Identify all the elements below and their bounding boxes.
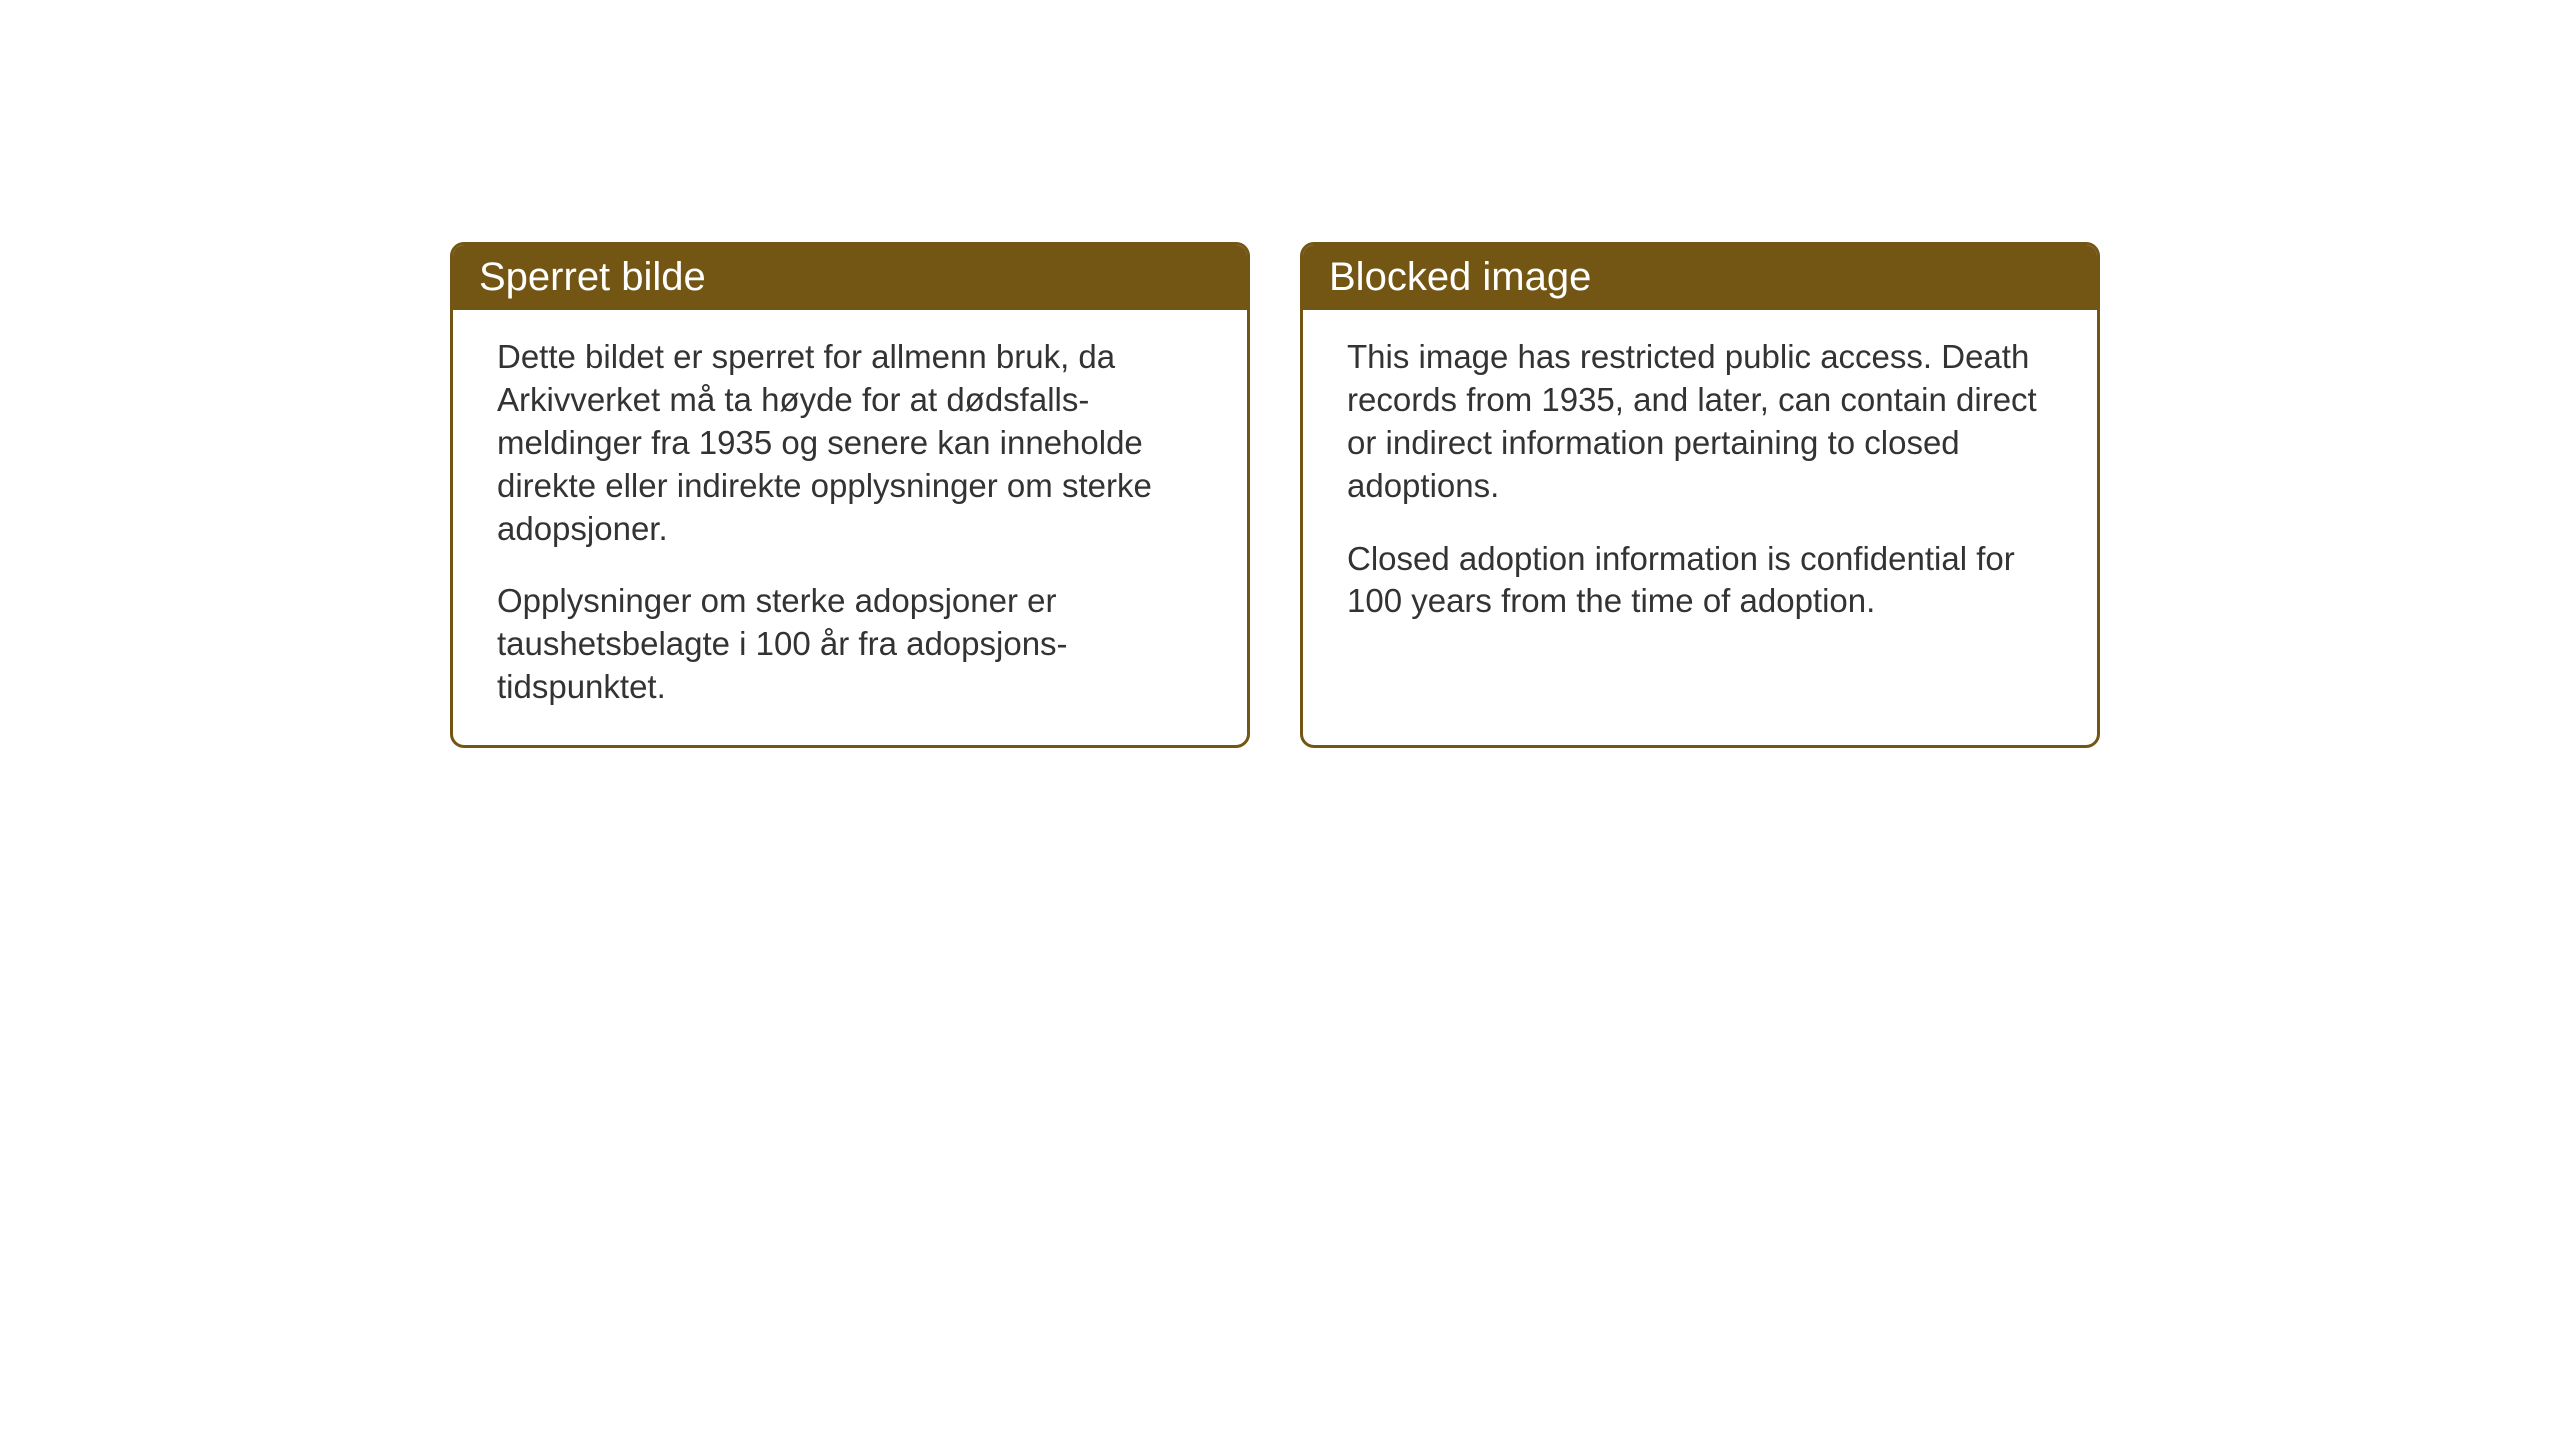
notice-body-norwegian: Dette bildet er sperret for allmenn bruk… bbox=[453, 310, 1247, 745]
notice-header-norwegian: Sperret bilde bbox=[453, 245, 1247, 310]
notice-card-norwegian: Sperret bilde Dette bildet er sperret fo… bbox=[450, 242, 1250, 748]
notice-paragraph-2-english: Closed adoption information is confident… bbox=[1347, 538, 2053, 624]
notice-body-english: This image has restricted public access.… bbox=[1303, 310, 2097, 659]
notice-container: Sperret bilde Dette bildet er sperret fo… bbox=[450, 242, 2100, 748]
notice-card-english: Blocked image This image has restricted … bbox=[1300, 242, 2100, 748]
notice-paragraph-1-norwegian: Dette bildet er sperret for allmenn bruk… bbox=[497, 336, 1203, 550]
notice-paragraph-1-english: This image has restricted public access.… bbox=[1347, 336, 2053, 508]
notice-header-english: Blocked image bbox=[1303, 245, 2097, 310]
notice-paragraph-2-norwegian: Opplysninger om sterke adopsjoner er tau… bbox=[497, 580, 1203, 709]
